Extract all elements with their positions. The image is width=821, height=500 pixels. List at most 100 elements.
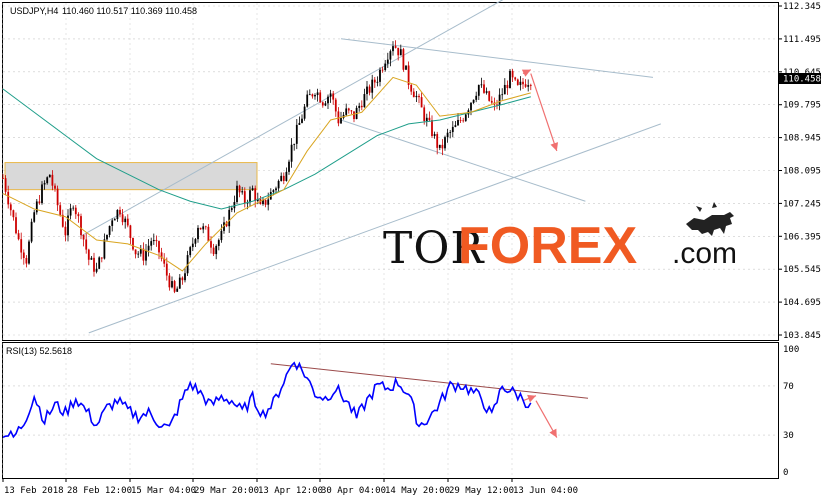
candle-body: [124, 218, 127, 223]
price-forecast-arrow-head: [521, 69, 531, 77]
candle-body: [353, 111, 355, 120]
candle-body: [381, 69, 384, 71]
rsi-label: RSI(13) 52.5618: [6, 346, 72, 356]
candle-body: [46, 177, 49, 184]
candle-body: [178, 277, 181, 289]
candle-body: [511, 70, 514, 78]
forecast-arrows: [521, 69, 559, 438]
candle-body: [82, 235, 85, 240]
candle-body: [48, 174, 51, 178]
candle-body: [228, 209, 231, 227]
candle-body: [475, 95, 478, 100]
candle-body: [327, 96, 329, 104]
candle-body: [389, 51, 392, 60]
candle-body: [236, 185, 238, 203]
candle-body: [220, 230, 223, 241]
candle-body: [454, 125, 457, 127]
candle-body: [93, 257, 95, 272]
candle-body: [210, 241, 212, 248]
candle-body: [386, 59, 389, 64]
candle-body: [38, 201, 41, 204]
symbol-label: USDJPY,H4: [10, 6, 58, 16]
rsi-pane-frame: [2, 342, 779, 479]
candle-body: [262, 199, 264, 205]
price-tick-label: 106.395: [783, 232, 821, 242]
rsi-tick-label: 30: [783, 431, 794, 441]
candle-body: [56, 188, 59, 206]
candle-body: [67, 215, 69, 236]
bull-bear-logo-icon: [686, 202, 734, 236]
candle-body: [503, 84, 506, 95]
candle-body: [407, 65, 410, 85]
candle-body: [100, 257, 103, 259]
candle-body: [498, 94, 501, 106]
price-tick-label: 104.695: [783, 298, 821, 308]
candle-body: [501, 94, 504, 96]
candle-body: [347, 108, 350, 111]
candle-body: [444, 137, 446, 149]
brand-com: .com: [672, 237, 737, 270]
candle-body: [477, 85, 480, 96]
candle-body: [480, 84, 483, 86]
candle-body: [223, 222, 225, 231]
candle-body: [470, 102, 472, 111]
candle-body: [132, 238, 134, 250]
candle-body: [345, 108, 348, 115]
rsi-tick-label: 100: [783, 345, 799, 355]
candle-body: [152, 239, 155, 242]
candle-body: [373, 79, 376, 83]
candle-body: [126, 218, 129, 226]
rsi-forecast-arrow-head: [549, 428, 557, 438]
candle-body: [332, 93, 335, 100]
candle-body: [293, 143, 296, 145]
candle-body: [160, 252, 163, 259]
descending-line: [340, 119, 586, 202]
candle-body: [256, 199, 259, 201]
rsi-tick-label: 70: [783, 382, 794, 392]
candle-body: [290, 144, 293, 162]
candle-body: [191, 243, 194, 248]
candle-body: [171, 281, 173, 288]
candle-body: [158, 241, 160, 253]
candle-body: [168, 275, 171, 288]
candle-body: [519, 81, 522, 85]
candle-body: [87, 249, 90, 260]
candle-body: [392, 46, 394, 52]
candle-body: [35, 201, 38, 213]
candle-body: [181, 277, 184, 281]
candle-body: [485, 91, 488, 93]
candle-body: [425, 117, 428, 122]
candle-body: [324, 103, 327, 106]
candle-body: [108, 225, 111, 235]
candle-body: [402, 49, 405, 70]
candle-body: [457, 119, 459, 126]
candle-body: [72, 207, 75, 209]
candle-body: [496, 104, 498, 106]
candle-body: [280, 175, 283, 181]
candle-body: [95, 268, 98, 272]
candle-body: [249, 190, 251, 203]
candle-body: [329, 93, 332, 97]
brand-watermark: TOR FOREX .com: [383, 202, 737, 275]
candle-body: [436, 134, 439, 148]
candle-body: [376, 81, 379, 83]
candle-body: [33, 212, 36, 222]
candle-body: [360, 105, 363, 108]
candle-body: [350, 110, 353, 112]
candle-body: [43, 183, 46, 185]
candle-body: [61, 214, 64, 227]
candle-body: [282, 175, 285, 181]
rsi-grid: [2, 343, 778, 478]
candle-body: [189, 247, 192, 256]
price-forecast-arrow-head: [550, 142, 559, 151]
price-tick-label: 103.845: [783, 331, 821, 341]
rsi-tick-label: 0: [783, 468, 788, 478]
candle-body: [337, 111, 340, 124]
candle-body: [488, 91, 491, 101]
candle-body: [2, 178, 4, 179]
candle-body: [522, 81, 524, 85]
candle-body: [184, 273, 186, 281]
candle-body: [147, 245, 150, 251]
candle-body: [238, 185, 241, 193]
